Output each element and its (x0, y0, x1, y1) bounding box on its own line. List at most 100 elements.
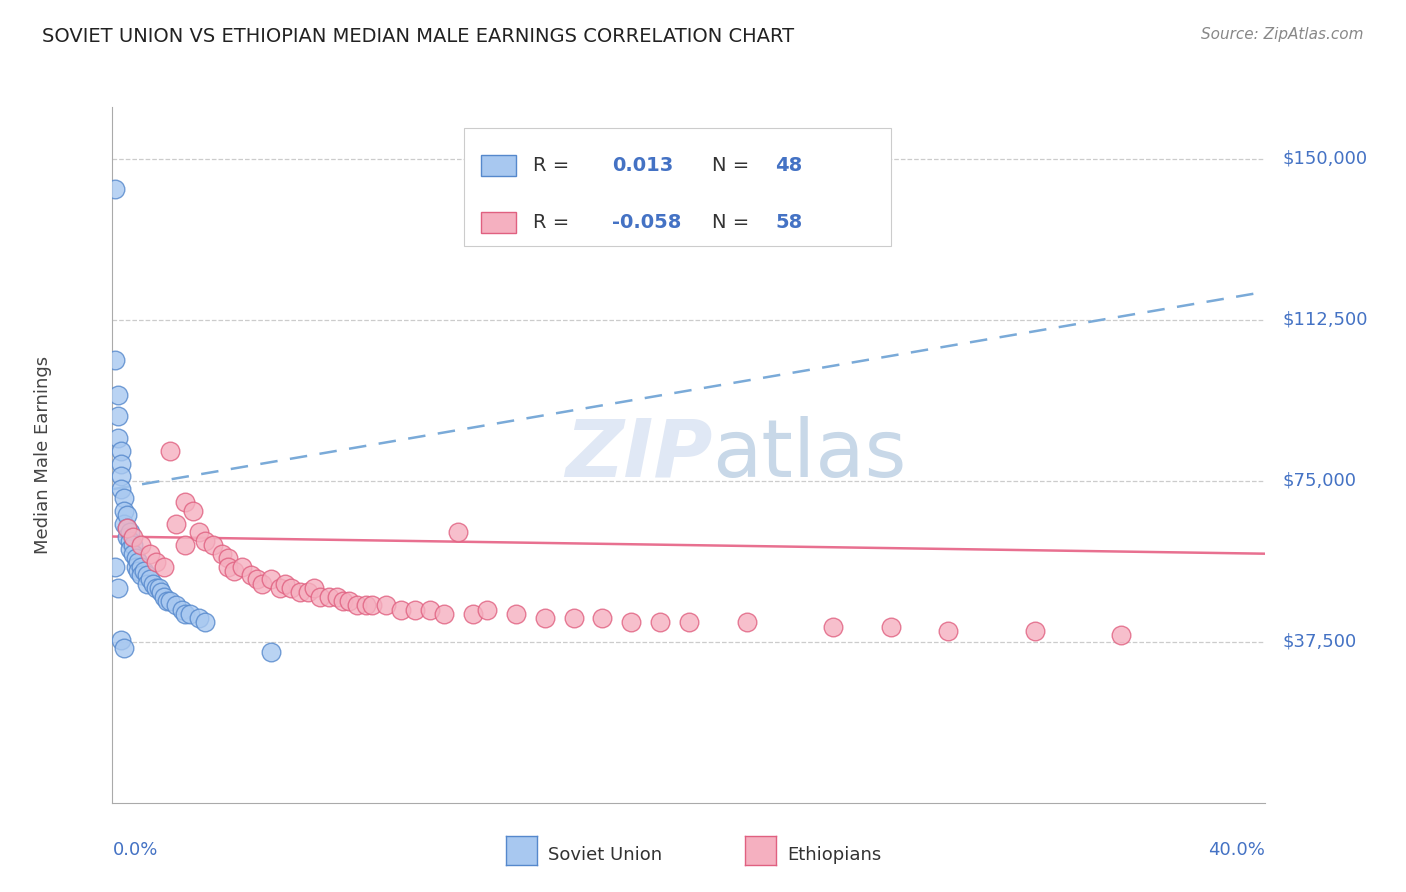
Point (110, 632, 132, 647)
Point (297, 585, 319, 599)
Point (153, 590, 176, 604)
Point (419, 602, 441, 616)
Point (115, 521, 138, 535)
Point (821, 620, 844, 634)
FancyBboxPatch shape (481, 212, 516, 233)
Point (173, 495, 195, 509)
Point (104, 181, 127, 195)
Point (202, 538, 225, 552)
Text: R =: R = (533, 213, 576, 232)
Point (110, 457, 132, 471)
Point (136, 576, 159, 591)
Point (112, 516, 135, 531)
Text: Soviet Union: Soviet Union (548, 847, 662, 864)
Point (533, 611, 555, 625)
Point (129, 568, 153, 582)
Text: N =: N = (711, 213, 755, 232)
Point (326, 590, 349, 604)
Point (211, 547, 233, 561)
Point (280, 581, 302, 595)
Point (139, 547, 162, 561)
Text: 0.013: 0.013 (612, 156, 673, 175)
Text: ZIP: ZIP (565, 416, 711, 494)
Point (124, 551, 146, 566)
Text: 48: 48 (776, 156, 803, 175)
Point (134, 564, 156, 578)
Point (170, 602, 193, 616)
Point (375, 599, 398, 613)
Point (145, 581, 167, 595)
Text: $150,000: $150,000 (1282, 150, 1368, 168)
Text: 40.0%: 40.0% (1209, 841, 1265, 859)
FancyBboxPatch shape (464, 128, 891, 246)
Point (592, 611, 614, 625)
Point (288, 585, 311, 599)
Point (150, 585, 173, 599)
Point (118, 525, 141, 540)
Point (188, 525, 211, 540)
Point (337, 594, 360, 608)
Point (115, 521, 138, 535)
Point (354, 599, 377, 613)
Point (104, 559, 127, 574)
Point (389, 602, 412, 616)
Point (217, 551, 239, 566)
Point (309, 590, 332, 604)
Point (222, 564, 245, 578)
Point (127, 555, 149, 569)
Point (274, 576, 297, 591)
Point (121, 538, 143, 552)
Point (165, 599, 187, 613)
Point (156, 594, 179, 608)
Point (118, 542, 141, 557)
Point (217, 559, 239, 574)
Text: $75,000: $75,000 (1282, 472, 1357, 490)
Point (936, 624, 959, 638)
Point (260, 573, 283, 587)
Point (127, 564, 149, 578)
Point (118, 533, 141, 548)
Point (505, 607, 527, 621)
Point (121, 529, 143, 543)
Point (179, 607, 201, 621)
Text: -0.058: -0.058 (612, 213, 681, 232)
Point (145, 555, 167, 569)
Text: 0.0%: 0.0% (112, 841, 157, 859)
Point (620, 615, 643, 630)
Point (269, 581, 291, 595)
Text: $112,500: $112,500 (1282, 310, 1368, 328)
Point (136, 568, 159, 582)
Point (121, 547, 143, 561)
Point (404, 602, 426, 616)
Point (260, 645, 283, 659)
Point (562, 611, 585, 625)
Point (346, 599, 368, 613)
Point (181, 504, 204, 518)
Point (648, 615, 672, 630)
Point (304, 581, 326, 595)
Point (231, 559, 253, 574)
Point (360, 599, 382, 613)
Point (1111, 628, 1133, 642)
Point (252, 576, 274, 591)
Point (115, 529, 138, 543)
Point (112, 491, 135, 505)
Point (159, 443, 181, 458)
Point (107, 431, 129, 445)
Point (112, 641, 135, 656)
Point (239, 568, 262, 582)
Point (332, 594, 354, 608)
Point (142, 576, 165, 591)
Point (188, 611, 211, 625)
Text: 58: 58 (776, 213, 803, 232)
Point (318, 590, 340, 604)
Point (129, 538, 153, 552)
Text: Ethiopians: Ethiopians (787, 847, 882, 864)
Point (115, 508, 138, 522)
Point (245, 573, 267, 587)
Text: SOVIET UNION VS ETHIOPIAN MEDIAN MALE EARNINGS CORRELATION CHART: SOVIET UNION VS ETHIOPIAN MEDIAN MALE EA… (42, 27, 794, 45)
Point (110, 469, 132, 483)
Point (159, 594, 181, 608)
Point (124, 559, 146, 574)
Point (148, 581, 170, 595)
